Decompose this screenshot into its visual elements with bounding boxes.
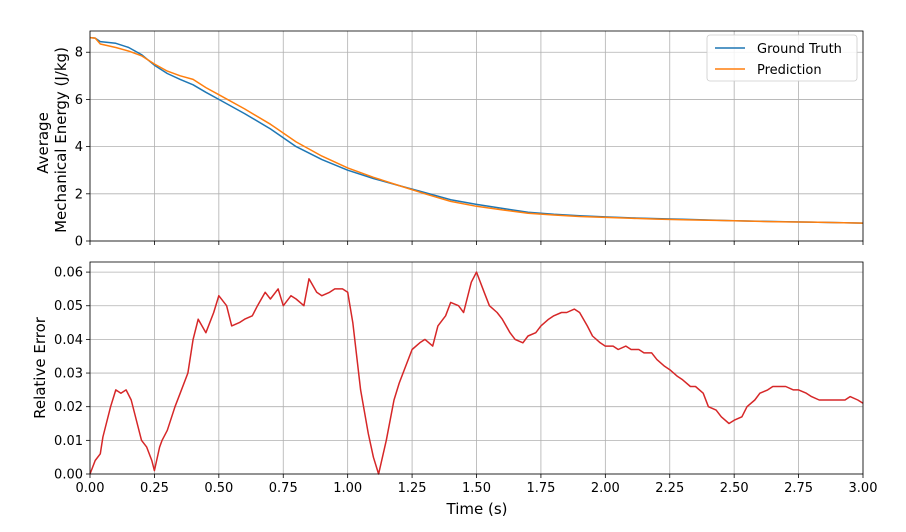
error-xtick-label: 1.25 [398,481,427,496]
error-ylabel: Relative Error [31,316,49,419]
error-ytick-label: 0.04 [54,333,83,348]
error-xtick-label: 1.50 [462,481,491,496]
error-xtick-label: 1.75 [526,481,555,496]
error-xtick-label: 0.50 [204,481,233,496]
error-ytick-label: 0.03 [54,367,83,382]
legend-label-ground-truth: Ground Truth [757,42,842,57]
energy-ytick-label: 6 [75,93,83,108]
error-xtick-label: 0.25 [140,481,169,496]
error-xtick-label: 2.00 [591,481,620,496]
error-xlabel: Time (s) [446,500,508,518]
energy-ytick-label: 4 [75,140,83,155]
energy-ytick-label: 0 [75,235,83,250]
error-ytick-label: 0.01 [54,434,83,449]
legend-label-prediction: Prediction [757,63,822,78]
error-lines [89,271,864,475]
error-xtick-label: 3.00 [849,481,878,496]
error-xtick-label: 2.25 [655,481,684,496]
series-line-prediction [89,36,864,224]
error-grid [89,262,864,475]
energy-ylabel-line1: Average [34,112,52,174]
energy-ytick-label: 8 [75,46,83,61]
energy-ytick-label: 2 [75,187,83,202]
error-xtick-label: 0.00 [76,481,105,496]
error-ytick-label: 0.05 [54,299,83,314]
error-ticks: 0.00 0.25 0.50 0.75 1.00 1.25 1.50 1.75 2.00 2.25… [54,266,877,496]
error-ytick-label: 0.02 [54,400,83,415]
energy-plot: 0 2 4 6 8 Average Mechanical Energy (J/kg) G… [34,30,864,250]
legend: Ground Truth Prediction [706,34,858,82]
energy-ticks: 0 2 4 6 8 [75,46,864,250]
error-xtick-label: 0.75 [269,481,298,496]
error-xtick-label: 2.50 [720,481,749,496]
error-xtick-label: 1.00 [333,481,362,496]
energy-ylabel-line2: Mechanical Energy (J/kg) [52,47,70,233]
error-ytick-label: 0.06 [54,266,83,281]
energy-lines [89,36,864,224]
error-xtick-label: 2.75 [784,481,813,496]
error-ytick-label: 0.00 [54,468,83,483]
error-plot: 0.00 0.25 0.50 0.75 1.00 1.25 1.50 1.75 2.00 2.25… [31,261,877,518]
series-line-relative-error [89,271,864,475]
